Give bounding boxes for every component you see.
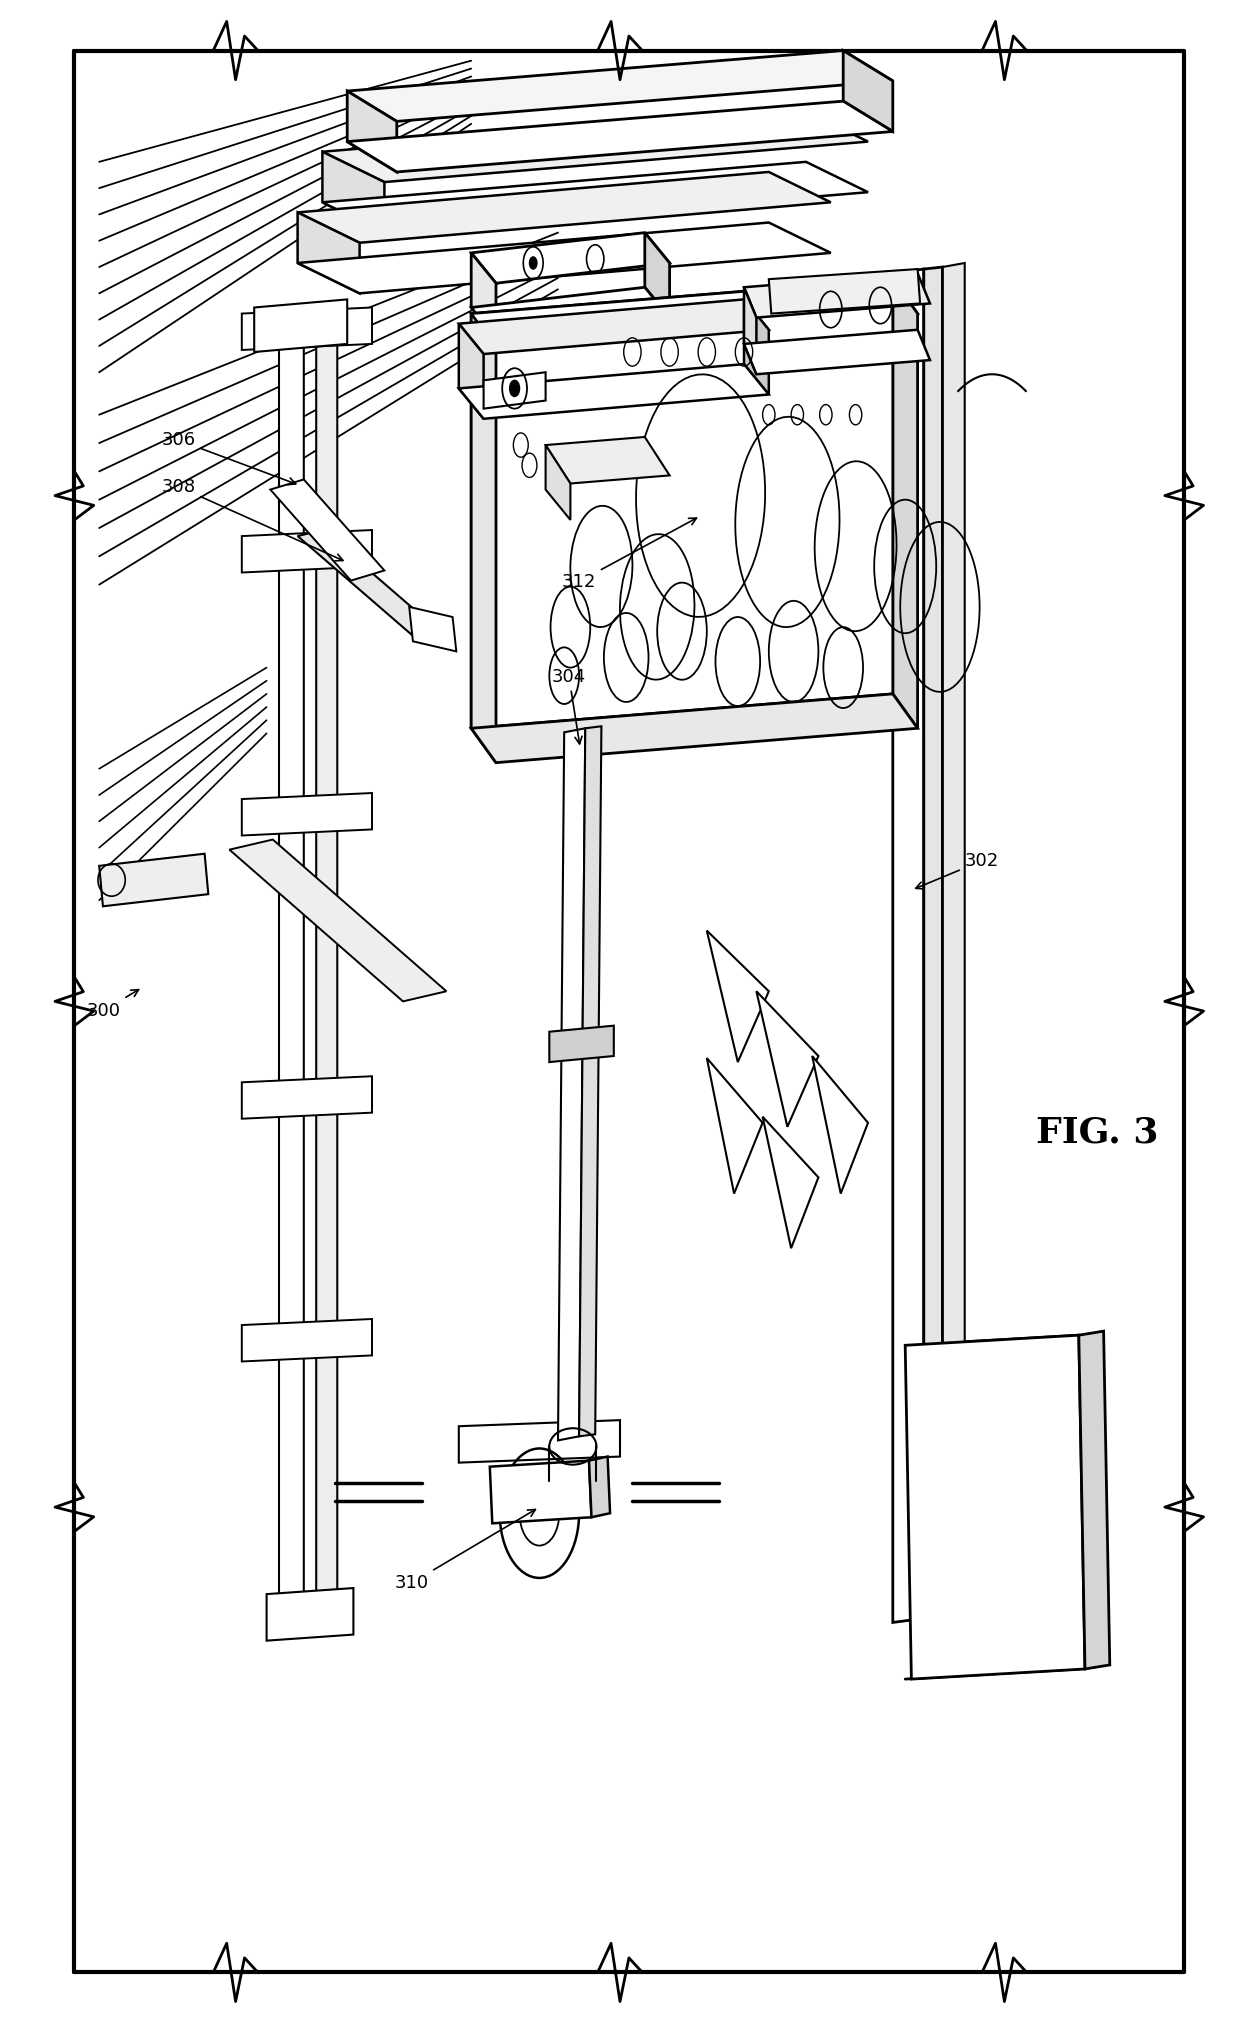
Polygon shape — [756, 991, 818, 1127]
Text: 304: 304 — [552, 668, 587, 744]
Polygon shape — [707, 931, 769, 1062]
Polygon shape — [744, 273, 930, 318]
Polygon shape — [1079, 1331, 1110, 1669]
Polygon shape — [549, 1026, 614, 1062]
Polygon shape — [471, 253, 496, 338]
Polygon shape — [471, 694, 918, 763]
Polygon shape — [242, 1076, 372, 1119]
Polygon shape — [459, 1420, 620, 1463]
Text: 306: 306 — [161, 431, 295, 486]
Polygon shape — [459, 299, 769, 354]
Polygon shape — [471, 287, 670, 338]
Polygon shape — [812, 1056, 868, 1194]
Polygon shape — [254, 299, 347, 352]
Polygon shape — [471, 279, 918, 348]
Polygon shape — [893, 269, 924, 1622]
Polygon shape — [942, 263, 965, 1614]
Polygon shape — [298, 223, 831, 293]
Polygon shape — [924, 267, 942, 1618]
Polygon shape — [558, 728, 585, 1440]
Polygon shape — [347, 91, 397, 172]
Polygon shape — [322, 162, 868, 233]
Polygon shape — [843, 51, 893, 131]
Circle shape — [510, 380, 520, 397]
Polygon shape — [270, 479, 384, 581]
Polygon shape — [322, 152, 384, 233]
Polygon shape — [744, 287, 756, 374]
Polygon shape — [99, 854, 208, 906]
Polygon shape — [490, 1461, 591, 1523]
Polygon shape — [298, 172, 831, 243]
Polygon shape — [267, 1588, 353, 1641]
Circle shape — [529, 257, 537, 269]
Text: 302: 302 — [915, 852, 999, 888]
Polygon shape — [484, 372, 546, 409]
Polygon shape — [279, 310, 304, 1633]
Polygon shape — [409, 607, 456, 651]
Polygon shape — [471, 233, 670, 283]
Polygon shape — [744, 330, 930, 374]
Polygon shape — [579, 726, 601, 1436]
Polygon shape — [471, 279, 893, 728]
Polygon shape — [242, 793, 372, 835]
Polygon shape — [242, 530, 372, 573]
Text: FIG. 3: FIG. 3 — [1037, 1117, 1158, 1149]
Polygon shape — [322, 111, 868, 182]
Polygon shape — [546, 445, 570, 520]
Polygon shape — [459, 324, 484, 419]
Polygon shape — [645, 233, 670, 318]
Polygon shape — [459, 364, 769, 419]
Polygon shape — [298, 530, 446, 643]
Polygon shape — [589, 1457, 610, 1517]
Polygon shape — [546, 437, 670, 483]
Polygon shape — [347, 101, 893, 172]
Polygon shape — [298, 212, 360, 293]
Polygon shape — [242, 1319, 372, 1361]
Text: 312: 312 — [562, 518, 697, 591]
Polygon shape — [229, 840, 446, 1001]
Text: 300: 300 — [87, 989, 139, 1020]
Polygon shape — [471, 314, 496, 763]
Polygon shape — [316, 314, 337, 1622]
Polygon shape — [744, 299, 769, 394]
Polygon shape — [905, 1335, 1085, 1679]
Polygon shape — [763, 1117, 818, 1248]
Polygon shape — [769, 269, 920, 314]
Polygon shape — [242, 307, 372, 350]
Polygon shape — [347, 51, 893, 121]
Polygon shape — [707, 1058, 763, 1194]
Polygon shape — [893, 279, 918, 728]
Text: 308: 308 — [161, 477, 343, 560]
Text: 310: 310 — [394, 1509, 536, 1592]
